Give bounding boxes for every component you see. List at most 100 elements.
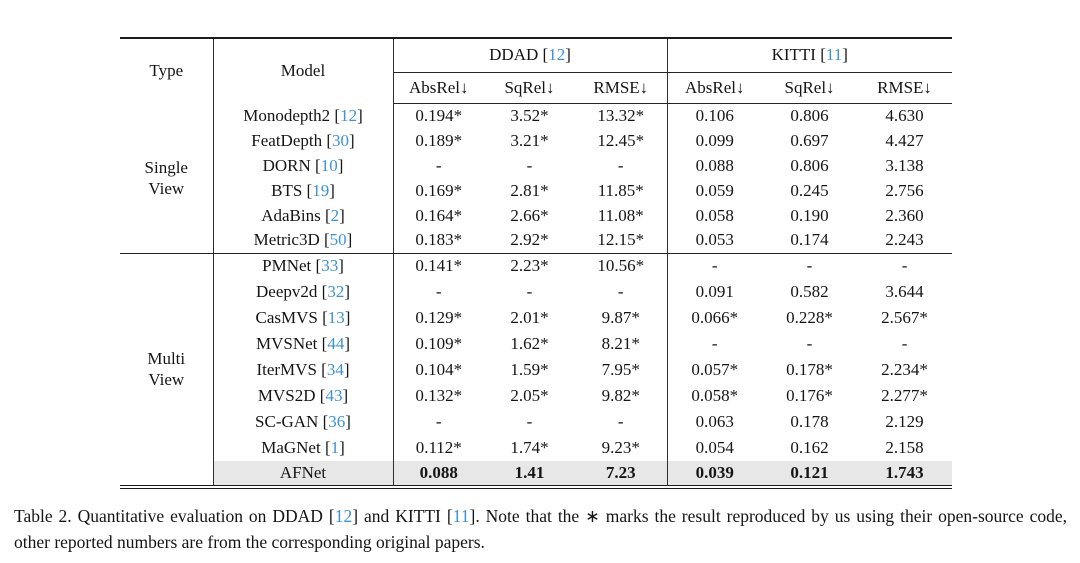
value-cell: 11.08*	[575, 203, 668, 228]
value-cell: 3.644	[885, 282, 924, 301]
table-row: Single View Monodepth2 [12] 0.194* 3.52* 13.3…	[120, 103, 952, 254]
group-header-kitti: KITTI [11]	[667, 38, 953, 73]
citation-link[interactable]: 11	[452, 506, 470, 526]
model-cell: MaGNet [1]	[213, 435, 394, 461]
value-cell: -	[435, 282, 442, 301]
value-cell: 0.063	[695, 412, 734, 431]
value-cell: 2.567*	[881, 308, 928, 327]
value-cell: 0.059	[695, 180, 734, 200]
results-table: Type Model DDAD [12] KITTI [11] AbsRel↓ …	[120, 37, 953, 489]
citation-link[interactable]: 12	[340, 105, 358, 125]
table-row: FeatDepth [30] 0.189* 3.21* 12.45* 0.099 0.69…	[120, 128, 952, 153]
value-cell: 0.582	[790, 282, 829, 301]
value-cell: -	[806, 256, 813, 276]
value-cell: -	[435, 155, 442, 175]
citation-link[interactable]: 19	[312, 180, 330, 200]
value-cell: 2.129	[885, 412, 924, 431]
value-cell: 12.45*	[575, 128, 668, 153]
value-cell: -	[575, 153, 668, 178]
citation-link[interactable]: 30	[332, 130, 350, 150]
value-cell: 0.190	[790, 205, 829, 225]
value-cell: -	[575, 279, 668, 305]
table-row: AFNet 0.088 1.41 7.23 0.039 0.121 1.743	[120, 461, 953, 487]
type-cell: Multi View	[120, 253, 214, 487]
model-cell: IterMVS [34]	[213, 357, 394, 383]
citation-link[interactable]: 10	[320, 155, 338, 175]
citation-link[interactable]: 12	[548, 45, 566, 65]
value-cell: 0.162	[790, 438, 829, 457]
dataset-name-ddad: DDAD	[489, 45, 539, 65]
table-row: BTS [19] 0.169* 2.81* 11.85* 0.059 0.245 2.756	[120, 178, 952, 203]
table-row: Multi View PMNet [33] 0.141* 2.23* 10.56* - - -	[120, 253, 952, 487]
citation-link[interactable]: 32	[327, 282, 345, 301]
citation-link[interactable]: 44	[327, 334, 345, 353]
model-cell: BTS [19]	[213, 178, 394, 203]
value-cell: 0.088	[695, 155, 734, 175]
model-cell: Metric3D [50]	[213, 228, 394, 254]
value-cell: 12.15*	[575, 228, 668, 254]
value-cell: 0.132*	[415, 386, 463, 405]
value-cell: 0.054	[695, 438, 734, 457]
value-cell: 1.74*	[510, 438, 549, 457]
value-cell: -	[435, 412, 442, 431]
value-cell: 0.174	[762, 228, 858, 254]
value-cell: 7.23	[575, 461, 668, 487]
value-cell: 13.32*	[575, 103, 668, 128]
citation-link[interactable]: 12	[334, 506, 353, 526]
col-header-model: Model	[213, 38, 394, 103]
citation-link[interactable]: 34	[326, 360, 344, 379]
value-cell: 0.178*	[786, 360, 833, 379]
value-cell: 9.82*	[575, 383, 668, 409]
value-cell: 0.806	[790, 105, 829, 125]
table-row: Metric3D [50] 0.183* 2.92* 12.15* 0.053 0.174…	[120, 228, 953, 254]
metric-header-absrel: AbsRel↓	[393, 72, 484, 104]
citation-link[interactable]: 43	[325, 386, 343, 405]
citation-link[interactable]: 36	[328, 412, 346, 431]
table-row: AdaBins [2] 0.164* 2.66* 11.08* 0.058 0.190 2.…	[120, 203, 952, 228]
model-cell: SC-GAN [36]	[213, 409, 394, 435]
value-cell: 7.95*	[575, 357, 668, 383]
value-cell: 0.178	[790, 412, 829, 431]
citation-link[interactable]: 1	[330, 438, 340, 457]
citation-link[interactable]: 2	[330, 205, 340, 225]
citation-link[interactable]: 13	[327, 308, 345, 327]
model-cell: Deepv2d [32]	[213, 279, 394, 305]
value-cell: 2.234*	[881, 360, 928, 379]
model-cell: PMNet [33]	[213, 253, 394, 279]
group-header-ddad: DDAD [12]	[393, 38, 668, 73]
model-cell: AFNet	[213, 461, 394, 487]
value-cell: 0.104*	[415, 360, 463, 379]
value-cell: 0.245	[790, 180, 829, 200]
table-row: MaGNet [1] 0.112* 1.74* 9.23* 0.054 0.162 2.15…	[120, 435, 952, 461]
table-caption: Table 2. Quantitative evaluation on DDAD…	[14, 506, 1067, 552]
value-cell: -	[711, 256, 718, 276]
value-cell: 2.92*	[484, 228, 575, 254]
value-cell: 0.112*	[415, 438, 462, 457]
value-cell: 2.243	[857, 228, 953, 254]
value-cell: 0.194*	[415, 105, 463, 125]
value-cell: 2.756	[885, 180, 924, 200]
value-cell: 3.138	[885, 155, 924, 175]
value-cell: 1.743	[857, 461, 953, 487]
value-cell: 2.01*	[510, 308, 549, 327]
results-table-area: Type Model DDAD [12] KITTI [11] AbsRel↓ …	[120, 37, 953, 489]
value-cell: -	[901, 256, 908, 276]
table-row: MVS2D [43] 0.132* 2.05* 9.82* 0.058* 0.176* 2.…	[120, 383, 952, 409]
citation-link[interactable]: 50	[329, 230, 347, 250]
model-cell: AdaBins [2]	[213, 203, 394, 228]
model-cell: MVS2D [43]	[213, 383, 394, 409]
citation-link[interactable]: 11	[825, 45, 843, 65]
results-table-body: Single View Monodepth2 [12] 0.194* 3.52* 13.3…	[120, 103, 953, 487]
value-cell: 2.277*	[881, 386, 928, 405]
model-cell: CasMVS [13]	[213, 305, 394, 331]
citation-link[interactable]: 33	[321, 256, 339, 276]
value-cell: 11.85*	[575, 178, 668, 203]
value-cell: 0.141*	[415, 256, 463, 276]
table-row: Deepv2d [32] - - - 0.091 0.582 3.644	[120, 279, 952, 305]
value-cell: 1.41	[484, 461, 575, 487]
value-cell: 0.176*	[786, 386, 833, 405]
value-cell: 0.053	[667, 228, 763, 254]
value-cell: 2.360	[885, 205, 924, 225]
value-cell: 3.52*	[510, 105, 549, 125]
